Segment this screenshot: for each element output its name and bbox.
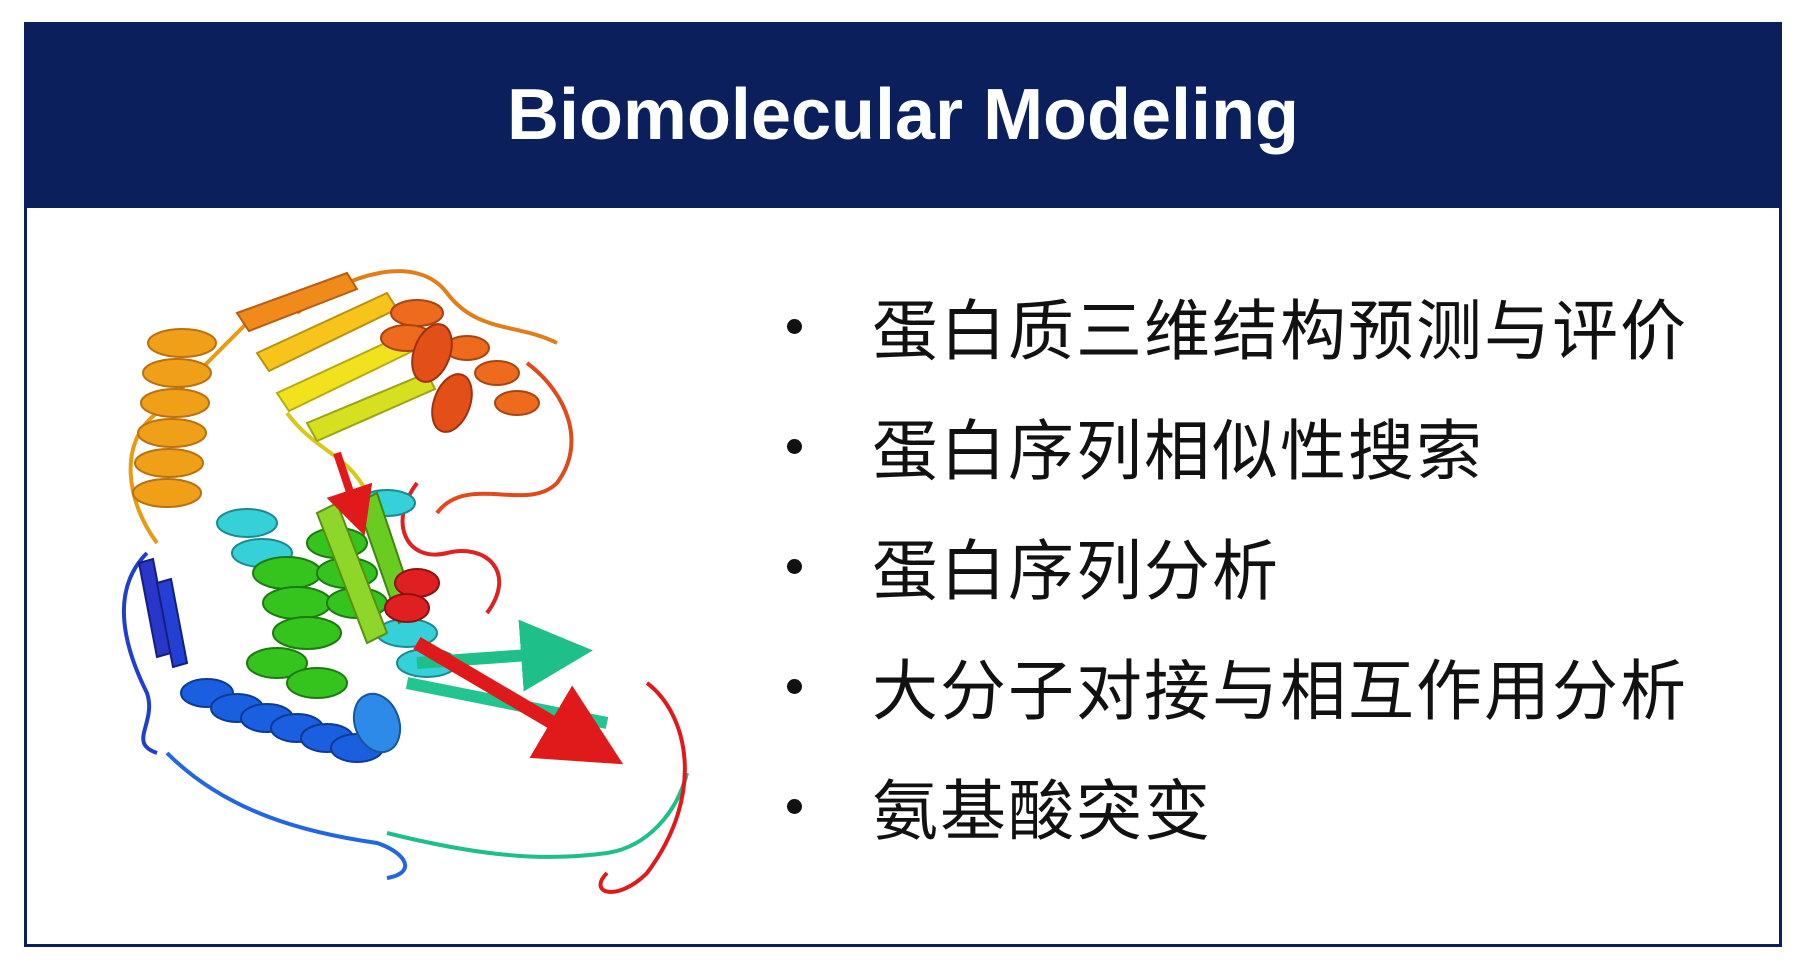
list-item: 氨基酸突变 [787, 746, 1688, 866]
bullet-text: 蛋白质三维结构预测与评价 [872, 293, 1688, 370]
list-item: 蛋白序列分析 [787, 506, 1688, 626]
bullet-list: 蛋白质三维结构预测与评价 蛋白序列相似性搜索 蛋白序列分析 大分子对接与相互作用… [787, 266, 1688, 866]
protein-ribbon-image [122, 269, 689, 894]
bullet-dot [787, 798, 802, 814]
list-item: 蛋白序列相似性搜索 [787, 386, 1688, 506]
bullet-dot [787, 558, 802, 574]
bullet-text: 大分子对接与相互作用分析 [872, 653, 1688, 730]
list-item: 蛋白质三维结构预测与评价 [787, 266, 1688, 386]
bullet-text: 蛋白序列分析 [872, 533, 1280, 610]
slide-title: Biomolecular Modeling [506, 74, 1300, 155]
slide-frame: Biomolecular Modeling [24, 22, 1782, 947]
bullet-text: 氨基酸突变 [872, 773, 1212, 850]
title-bar: Biomolecular Modeling [27, 25, 1779, 208]
bullet-dot [787, 438, 802, 454]
bullet-dot [787, 318, 802, 334]
bullet-dot [787, 678, 802, 694]
list-item: 大分子对接与相互作用分析 [787, 626, 1688, 746]
bullet-text: 蛋白序列相似性搜索 [872, 413, 1484, 490]
